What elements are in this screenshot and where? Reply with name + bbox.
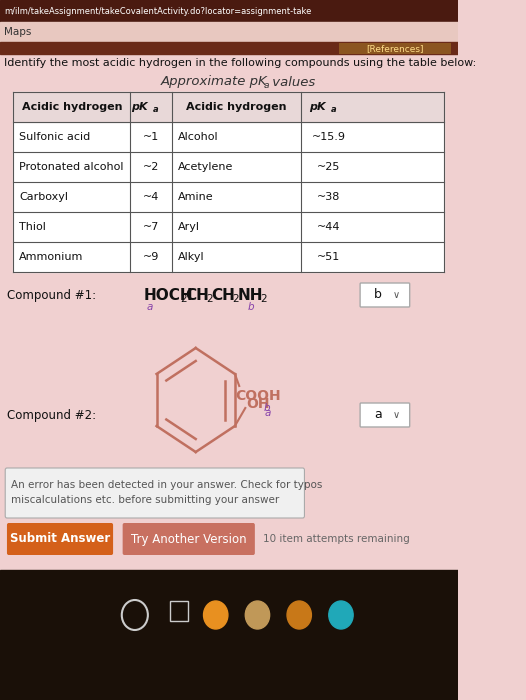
Text: ~38: ~38 — [317, 192, 340, 202]
Text: [References]: [References] — [366, 44, 423, 53]
Text: Ammonium: Ammonium — [19, 252, 84, 262]
Text: ~15.9: ~15.9 — [312, 132, 346, 142]
Text: Amine: Amine — [178, 192, 214, 202]
Circle shape — [329, 601, 353, 629]
Circle shape — [287, 601, 311, 629]
Text: b: b — [248, 302, 255, 312]
Text: Identify the most acidic hydrogen in the following compounds using the table bel: Identify the most acidic hydrogen in the… — [4, 58, 477, 68]
Text: Try Another Version: Try Another Version — [131, 533, 247, 545]
Text: b: b — [264, 403, 270, 413]
Text: ~44: ~44 — [317, 222, 340, 232]
Text: Approximate pK: Approximate pK — [161, 76, 268, 88]
Text: ~7: ~7 — [143, 222, 159, 232]
Text: CH: CH — [185, 288, 209, 302]
Text: values: values — [268, 76, 315, 88]
Text: Carboxyl: Carboxyl — [19, 192, 68, 202]
Text: Submit Answer: Submit Answer — [10, 533, 110, 545]
Text: a: a — [264, 80, 269, 90]
Text: a: a — [153, 106, 159, 115]
Text: Sulfonic acid: Sulfonic acid — [19, 132, 90, 142]
Text: Acidic hydrogen: Acidic hydrogen — [186, 102, 287, 112]
Bar — [0, 42, 458, 54]
Text: Protonated alcohol: Protonated alcohol — [19, 162, 124, 172]
Text: a: a — [374, 409, 382, 421]
Text: a: a — [265, 408, 271, 418]
Text: pK: pK — [309, 102, 325, 112]
Text: a: a — [146, 302, 153, 312]
Text: miscalculations etc. before submitting your answer: miscalculations etc. before submitting y… — [11, 495, 279, 505]
Bar — [0, 0, 458, 22]
Text: ∨: ∨ — [392, 290, 399, 300]
FancyBboxPatch shape — [7, 523, 113, 555]
Text: ~1: ~1 — [143, 132, 159, 142]
FancyBboxPatch shape — [360, 283, 410, 307]
Text: 2: 2 — [260, 294, 267, 304]
Text: Alcohol: Alcohol — [178, 132, 219, 142]
Bar — [170, 601, 188, 621]
Text: Compound #1:: Compound #1: — [7, 288, 96, 302]
Text: 2: 2 — [206, 294, 213, 304]
FancyBboxPatch shape — [123, 523, 255, 555]
Text: Compound #2:: Compound #2: — [7, 409, 96, 421]
Text: Thiol: Thiol — [19, 222, 46, 232]
Circle shape — [204, 601, 228, 629]
Text: ~2: ~2 — [143, 162, 159, 172]
Text: m/ilm/takeAssignment/takeCovalentActivity.do?locator=assignment-take: m/ilm/takeAssignment/takeCovalentActivit… — [4, 6, 312, 15]
FancyBboxPatch shape — [360, 403, 410, 427]
Bar — [0, 22, 458, 42]
Text: HOCH: HOCH — [144, 288, 193, 302]
Text: An error has been detected in your answer. Check for typos: An error has been detected in your answe… — [11, 480, 322, 490]
FancyBboxPatch shape — [339, 43, 451, 54]
Circle shape — [245, 601, 270, 629]
Text: 10 item attempts remaining: 10 item attempts remaining — [262, 534, 409, 544]
Text: COOH: COOH — [235, 389, 280, 403]
Text: ~9: ~9 — [143, 252, 159, 262]
Text: Aryl: Aryl — [178, 222, 200, 232]
Text: ∨: ∨ — [392, 410, 399, 420]
Text: NH: NH — [237, 288, 263, 302]
Text: OH: OH — [246, 397, 270, 411]
Text: Acidic hydrogen: Acidic hydrogen — [22, 102, 122, 112]
Text: Maps: Maps — [4, 27, 32, 37]
Text: pK: pK — [132, 102, 148, 112]
Bar — [13, 92, 443, 122]
Text: ~51: ~51 — [317, 252, 340, 262]
Text: 2: 2 — [232, 294, 239, 304]
Text: b: b — [374, 288, 382, 302]
Text: ~25: ~25 — [317, 162, 340, 172]
Bar — [0, 570, 458, 700]
Text: 2: 2 — [180, 294, 187, 304]
FancyBboxPatch shape — [5, 468, 305, 518]
Text: Acetylene: Acetylene — [178, 162, 234, 172]
Text: ~4: ~4 — [143, 192, 159, 202]
Text: a: a — [330, 106, 336, 115]
Text: Alkyl: Alkyl — [178, 252, 205, 262]
Text: CH: CH — [211, 288, 235, 302]
Bar — [13, 92, 443, 272]
